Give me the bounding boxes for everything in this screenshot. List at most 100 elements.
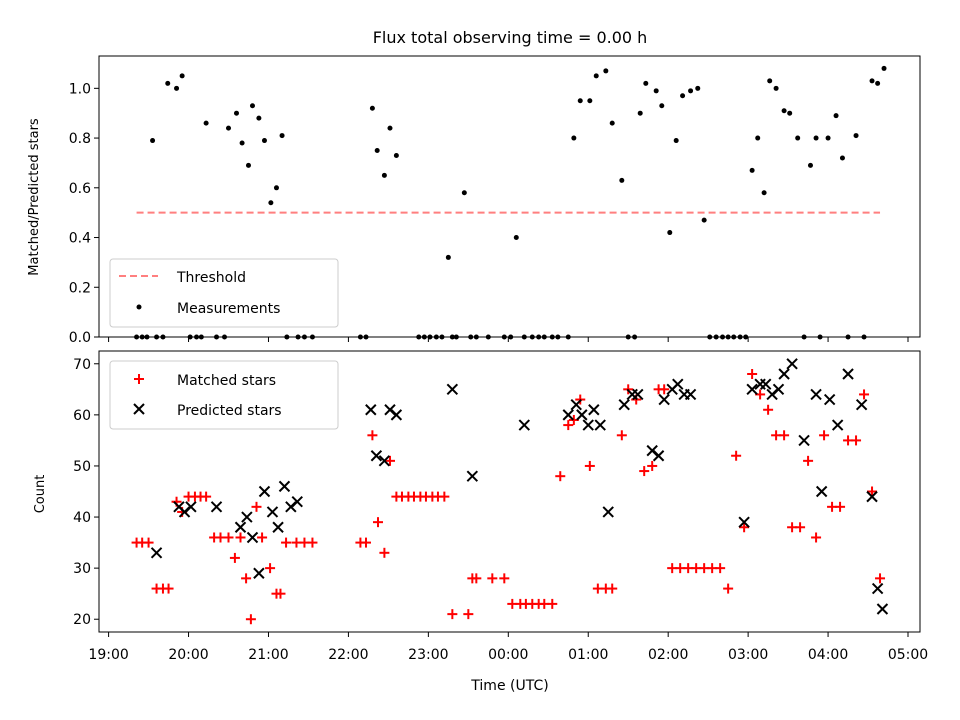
predicted-point <box>786 358 798 370</box>
matched-point <box>447 609 458 620</box>
predicted-point <box>871 582 884 595</box>
count-panel: Count 19:00 20:00 21:00 22:00 23:00 00:00 01:0… <box>33 350 928 694</box>
measurement-point <box>853 133 859 139</box>
measurement-point <box>179 73 185 79</box>
count-plot-frame <box>98 350 921 633</box>
measurement-point <box>603 68 609 74</box>
measurement-point <box>839 155 845 161</box>
matched-point <box>616 430 627 441</box>
legend-matched-swatch <box>134 374 144 384</box>
measurement-point <box>203 120 209 126</box>
measurement-point <box>659 103 665 109</box>
predicted-point <box>738 516 750 528</box>
predicted-point <box>570 398 582 411</box>
x-axis-label: Time (UTC) <box>470 678 548 694</box>
measurement-point <box>673 138 679 144</box>
x-tick-label: 20:00 <box>168 647 208 663</box>
measurement-point <box>239 140 245 146</box>
measurement-point <box>268 200 274 206</box>
matched-point <box>163 583 174 594</box>
measurement-point <box>256 115 262 121</box>
predicted-point <box>234 521 247 533</box>
predicted-point <box>185 501 197 513</box>
matched-point <box>361 537 372 548</box>
measurement-point <box>667 230 673 236</box>
matched-point <box>463 609 474 620</box>
predicted-point <box>150 547 163 559</box>
matched-point <box>723 583 734 594</box>
matched-point <box>659 384 670 395</box>
measurement-point <box>881 65 887 71</box>
predicted-point <box>272 521 284 533</box>
predicted-point <box>823 393 836 406</box>
predicted-point <box>876 603 889 615</box>
predicted-point <box>760 378 772 390</box>
measurement-point <box>226 125 232 131</box>
measurement-point <box>393 152 399 158</box>
count-y-tick-label: 40 <box>73 510 91 526</box>
ratio-y-tick-label: 0.6 <box>69 181 91 197</box>
x-tick-label: 19:00 <box>88 647 128 663</box>
measurement-point <box>513 235 519 241</box>
predicted-point <box>370 450 383 462</box>
predicted-point <box>390 409 403 421</box>
measurement-point <box>273 185 279 191</box>
measurement-point <box>781 108 787 114</box>
measurement-point <box>643 80 649 86</box>
x-tick-label: 23:00 <box>408 647 448 663</box>
measurement-point <box>825 135 831 141</box>
predicted-point <box>866 490 878 503</box>
legend-predicted-label: Predicted stars <box>177 403 282 419</box>
matched-point <box>819 430 830 441</box>
x-tick-label: 21:00 <box>248 647 288 663</box>
count-y-tick-label: 20 <box>73 612 91 628</box>
predicted-point <box>246 531 259 544</box>
count-legend: Matched stars Predicted stars <box>109 360 339 430</box>
predicted-point <box>778 368 790 380</box>
measurement-point <box>374 147 380 153</box>
matched-point <box>803 455 814 466</box>
matched-point <box>647 460 658 471</box>
matched-point <box>607 583 618 594</box>
matched-point <box>201 491 212 502</box>
matched-point <box>859 389 870 400</box>
matched-point <box>471 573 482 584</box>
measurement-point <box>773 85 779 91</box>
matched-point <box>229 552 240 563</box>
x-tick-label: 22:00 <box>328 647 368 663</box>
matched-point <box>835 501 846 512</box>
legend-matched-label: Matched stars <box>177 373 276 389</box>
measurement-point <box>445 254 451 260</box>
measurement-point <box>381 172 387 178</box>
matched-point <box>307 537 318 548</box>
x-tick-label: 03:00 <box>728 647 768 663</box>
predicted-point <box>672 378 684 390</box>
measurement-point <box>875 80 881 86</box>
matched-point <box>731 450 742 461</box>
predicted-point <box>278 480 291 493</box>
x-tick-label: 01:00 <box>568 647 608 663</box>
predicted-point <box>365 404 377 416</box>
measurement-point <box>787 110 793 116</box>
matched-point <box>367 430 378 441</box>
predicted-point <box>582 419 594 431</box>
measurement-point <box>701 217 707 223</box>
legend-predicted-swatch <box>133 403 145 415</box>
predicted-point <box>241 511 253 523</box>
predicted-point <box>378 455 391 467</box>
matched-point <box>245 614 256 625</box>
count-y-tick-label: 50 <box>73 459 91 475</box>
matched-point <box>499 573 510 584</box>
predicted-point <box>576 409 588 421</box>
predicted-point <box>618 398 630 411</box>
predicted-point <box>210 501 223 513</box>
ratio-axis-ticks: 0.0 0.2 0.4 0.6 0.8 1.0 <box>69 81 909 346</box>
matched-point <box>487 573 498 584</box>
measurement-point <box>369 105 375 111</box>
predicted-point <box>842 368 854 380</box>
measurement-point <box>150 138 156 144</box>
predicted-point <box>446 383 459 396</box>
predicted-point <box>772 383 785 396</box>
chart-title: Flux total observing time = 0.00 h <box>373 28 648 47</box>
matched-point <box>639 466 650 477</box>
